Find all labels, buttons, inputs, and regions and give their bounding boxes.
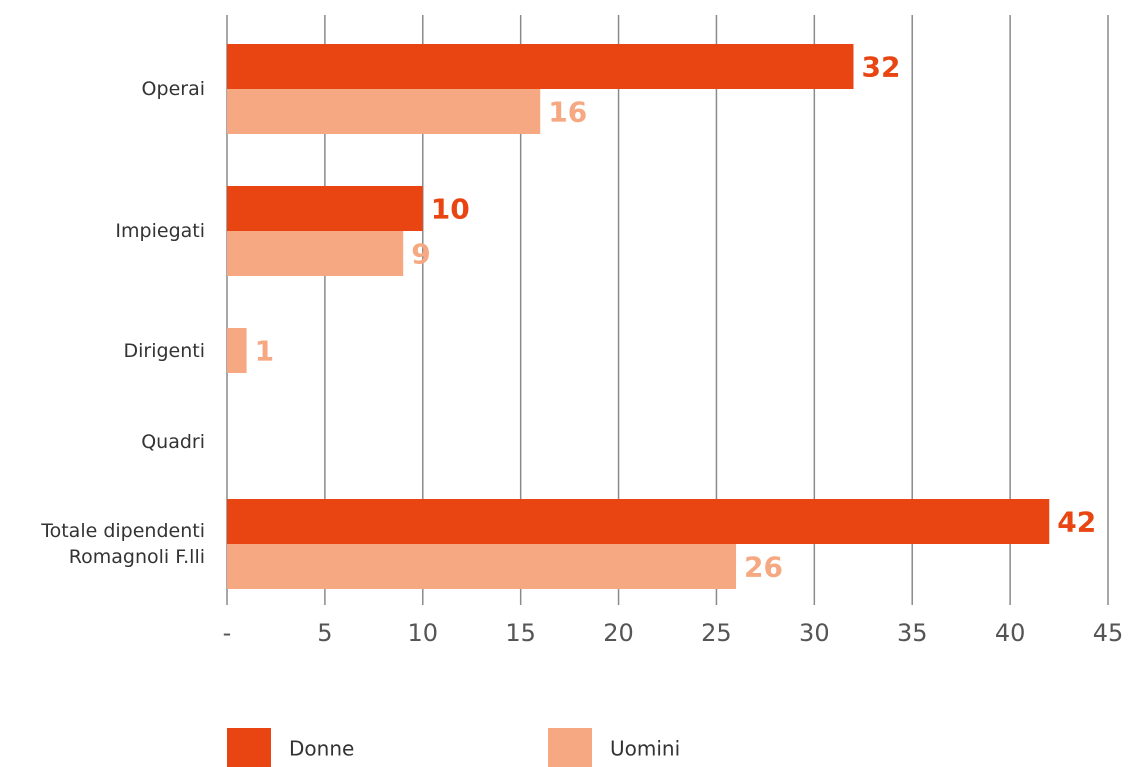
y-tick-label: Quadri <box>141 431 205 453</box>
x-tick-label: 25 <box>701 619 732 647</box>
value-label: 16 <box>548 96 587 129</box>
bar <box>227 328 247 373</box>
x-tick-label: 40 <box>995 619 1026 647</box>
value-label: 32 <box>861 51 900 84</box>
y-tick-label: Totale dipendenti Romagnoli F.lli <box>41 520 205 568</box>
legend-label: Uomini <box>610 737 680 761</box>
x-tick-label: 15 <box>505 619 536 647</box>
x-tick-label: 10 <box>408 619 439 647</box>
x-tick-label: - <box>223 619 232 647</box>
bar <box>227 499 1050 544</box>
legend-label: Donne <box>289 737 354 761</box>
value-label: 1 <box>255 335 274 368</box>
x-tick-label: 30 <box>799 619 830 647</box>
x-tick-label: 45 <box>1093 619 1124 647</box>
legend-swatch <box>548 728 592 767</box>
value-label: 42 <box>1057 506 1096 539</box>
legend-swatch <box>227 728 271 767</box>
bar <box>227 186 423 231</box>
value-label: 9 <box>411 238 430 271</box>
bar <box>227 231 404 276</box>
x-tick-label: 35 <box>897 619 928 647</box>
value-label: 10 <box>431 193 470 226</box>
value-label: 26 <box>744 551 783 584</box>
x-tick-label: 5 <box>317 619 332 647</box>
bar <box>227 44 854 89</box>
y-tick-label: Dirigenti <box>123 340 205 362</box>
bar <box>227 544 737 589</box>
bar <box>227 89 541 134</box>
y-tick-label: Impiegati <box>115 220 205 242</box>
x-tick-label: 20 <box>603 619 634 647</box>
y-tick-label: Operai <box>141 78 205 100</box>
